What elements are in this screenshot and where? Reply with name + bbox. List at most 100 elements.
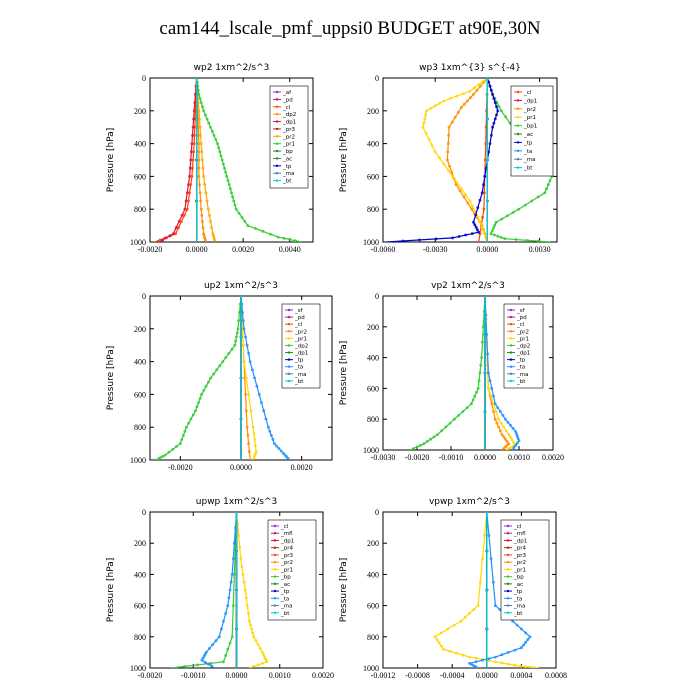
x-tick-label: -0.0060 bbox=[371, 245, 396, 254]
series-marker bbox=[219, 154, 223, 158]
series-marker bbox=[197, 401, 200, 405]
series-marker bbox=[198, 97, 202, 100]
series-marker bbox=[438, 102, 442, 105]
series-marker bbox=[522, 643, 526, 647]
series-marker bbox=[248, 360, 252, 364]
series-marker bbox=[452, 623, 456, 627]
series-marker bbox=[233, 343, 237, 347]
series-marker bbox=[221, 162, 225, 166]
series-marker bbox=[470, 207, 474, 211]
series-line-dp2 bbox=[155, 296, 242, 460]
series-marker bbox=[204, 651, 208, 654]
series-marker bbox=[494, 410, 498, 413]
series-marker bbox=[230, 573, 234, 576]
series-marker bbox=[209, 376, 213, 380]
series-marker bbox=[203, 660, 207, 664]
series-marker bbox=[457, 413, 461, 417]
series-marker bbox=[412, 447, 416, 450]
legend-entry: _tp bbox=[516, 358, 526, 364]
series-marker bbox=[180, 213, 184, 217]
series-marker bbox=[163, 453, 167, 457]
y-tick-label: 0 bbox=[142, 508, 146, 517]
legend-marker bbox=[275, 120, 279, 123]
series-marker bbox=[468, 89, 472, 93]
series-marker bbox=[401, 239, 405, 242]
x-tick-label: 0.0020 bbox=[232, 245, 254, 254]
legend-marker bbox=[275, 157, 279, 160]
x-tick-label: 0.0000 bbox=[186, 245, 208, 254]
legend-marker bbox=[275, 149, 279, 153]
legend-entry: _bt bbox=[280, 611, 290, 617]
legend-entry: _pr4 bbox=[280, 546, 294, 552]
series-marker bbox=[250, 368, 254, 372]
series-marker bbox=[184, 425, 188, 429]
legend-entry: _mfl bbox=[513, 531, 526, 537]
series-marker bbox=[496, 234, 500, 238]
series-marker bbox=[475, 88, 479, 92]
series-marker bbox=[227, 351, 231, 355]
series-marker bbox=[495, 101, 499, 105]
plot-title: upwp 1xm^2/s^3 bbox=[196, 497, 277, 507]
series-marker bbox=[217, 635, 221, 639]
series-marker bbox=[483, 296, 487, 298]
series-marker bbox=[199, 101, 203, 105]
series-group bbox=[154, 78, 302, 242]
series-marker bbox=[481, 79, 485, 83]
series-marker bbox=[459, 619, 463, 623]
legend-marker bbox=[509, 379, 513, 383]
series-marker bbox=[252, 456, 256, 460]
series-marker bbox=[477, 83, 481, 87]
series-marker bbox=[493, 223, 497, 227]
series-marker bbox=[181, 433, 185, 437]
series-marker bbox=[191, 413, 195, 417]
legend-entry: _pr4 bbox=[513, 546, 527, 552]
legend-entry: _ta bbox=[516, 365, 525, 371]
legend-marker bbox=[506, 589, 510, 593]
series-marker bbox=[235, 588, 238, 592]
series-marker bbox=[485, 588, 489, 592]
x-tick-label: 0.0010 bbox=[508, 453, 530, 462]
series-marker bbox=[439, 644, 443, 648]
series-marker bbox=[500, 217, 504, 221]
legend-marker bbox=[287, 379, 291, 383]
series-marker bbox=[528, 635, 532, 639]
legend-marker bbox=[506, 604, 510, 607]
series-marker bbox=[447, 133, 451, 137]
series-marker bbox=[450, 170, 454, 174]
series-marker bbox=[474, 656, 478, 660]
series-marker bbox=[457, 235, 461, 238]
series-marker bbox=[239, 557, 243, 561]
x-tick-label: 0.0020 bbox=[291, 463, 313, 472]
legend-entry: _pr2 bbox=[294, 329, 307, 335]
y-tick-label: 200 bbox=[367, 539, 379, 548]
series-marker bbox=[247, 351, 251, 355]
series-marker bbox=[493, 117, 497, 121]
series-marker bbox=[187, 421, 191, 425]
series-marker bbox=[548, 179, 552, 182]
series-marker bbox=[253, 438, 257, 441]
series-marker bbox=[492, 97, 496, 100]
series-marker bbox=[517, 207, 521, 211]
plot-frame bbox=[149, 77, 314, 243]
series-marker bbox=[472, 93, 475, 96]
series-marker bbox=[488, 379, 492, 383]
series-marker bbox=[215, 368, 219, 372]
series-marker bbox=[252, 635, 256, 639]
series-marker bbox=[507, 442, 511, 446]
legend-marker bbox=[516, 141, 520, 144]
series-marker bbox=[246, 612, 250, 615]
y-tick-label: 400 bbox=[367, 354, 379, 363]
series-marker bbox=[546, 183, 550, 187]
y-tick-label: 200 bbox=[367, 107, 379, 116]
legend-entry: _pr2 bbox=[513, 560, 526, 566]
series-marker bbox=[231, 557, 235, 561]
series-marker bbox=[216, 142, 219, 146]
series-marker bbox=[506, 662, 510, 666]
x-tick-label: -0.0008 bbox=[405, 671, 430, 680]
legend-entry: _ma bbox=[282, 171, 294, 177]
series-marker bbox=[180, 438, 184, 441]
legend-marker bbox=[509, 344, 513, 347]
series-marker bbox=[231, 195, 235, 199]
legend-marker bbox=[506, 532, 510, 535]
series-marker bbox=[207, 121, 211, 125]
